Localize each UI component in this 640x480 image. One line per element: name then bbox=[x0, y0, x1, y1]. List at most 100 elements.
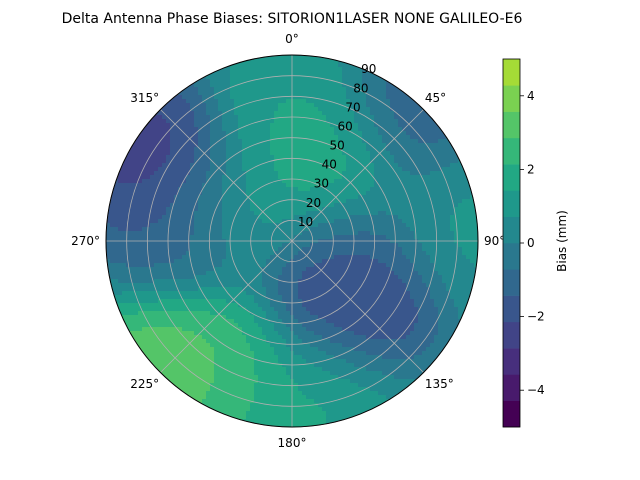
contour-cell bbox=[330, 251, 335, 256]
contour-cell bbox=[222, 275, 227, 280]
contour-cell bbox=[350, 75, 355, 80]
contour-cell bbox=[322, 211, 327, 216]
contour-cell bbox=[182, 271, 187, 276]
contour-cell bbox=[226, 139, 231, 144]
contour-cell bbox=[274, 203, 279, 208]
contour-cell bbox=[110, 283, 115, 288]
contour-cell bbox=[222, 143, 227, 148]
contour-cell bbox=[274, 115, 279, 120]
contour-cell bbox=[354, 139, 359, 144]
contour-cell bbox=[266, 155, 271, 160]
contour-cell bbox=[258, 87, 263, 92]
contour-cell bbox=[374, 183, 379, 188]
contour-cell bbox=[114, 267, 119, 272]
contour-cell bbox=[302, 127, 307, 132]
contour-cell bbox=[422, 243, 427, 248]
contour-cell bbox=[218, 191, 223, 196]
contour-cell bbox=[298, 107, 303, 112]
contour-cell bbox=[214, 227, 219, 232]
contour-cell bbox=[386, 271, 391, 276]
contour-cell bbox=[262, 175, 267, 180]
contour-cell bbox=[386, 135, 391, 140]
contour-cell bbox=[210, 107, 215, 112]
contour-cell bbox=[250, 167, 255, 172]
contour-cell bbox=[342, 179, 347, 184]
contour-cell bbox=[138, 187, 143, 192]
contour-cell bbox=[178, 183, 183, 188]
contour-cell bbox=[426, 291, 431, 296]
contour-cell bbox=[350, 135, 355, 140]
contour-cell bbox=[354, 103, 359, 108]
contour-cell bbox=[458, 267, 463, 272]
contour-cell bbox=[374, 215, 379, 220]
contour-cell bbox=[266, 95, 271, 100]
contour-cell bbox=[186, 267, 191, 272]
contour-cell bbox=[158, 247, 163, 252]
contour-cell bbox=[346, 135, 351, 140]
contour-cell bbox=[194, 227, 199, 232]
contour-cell bbox=[246, 291, 251, 296]
contour-cell bbox=[426, 231, 431, 236]
contour-cell bbox=[314, 147, 319, 152]
contour-cell bbox=[418, 211, 423, 216]
contour-cell bbox=[326, 67, 331, 72]
contour-cell bbox=[206, 255, 211, 260]
contour-cell bbox=[402, 87, 407, 92]
contour-cell bbox=[214, 203, 219, 208]
contour-cell bbox=[138, 303, 143, 308]
contour-cell bbox=[154, 247, 159, 252]
contour-cell bbox=[150, 155, 155, 160]
contour-cell bbox=[254, 283, 259, 288]
contour-cell bbox=[206, 187, 211, 192]
contour-cell bbox=[386, 279, 391, 284]
contour-cell bbox=[446, 191, 451, 196]
contour-cell bbox=[226, 143, 231, 148]
contour-cell bbox=[318, 67, 323, 72]
contour-cell bbox=[210, 75, 215, 80]
contour-cell bbox=[178, 211, 183, 216]
contour-cell bbox=[426, 151, 431, 156]
contour-cell bbox=[430, 195, 435, 200]
contour-cell bbox=[418, 259, 423, 264]
contour-cell bbox=[130, 147, 135, 152]
contour-cell bbox=[134, 279, 139, 284]
contour-cell bbox=[278, 211, 283, 216]
contour-cell bbox=[394, 195, 399, 200]
contour-cell bbox=[122, 275, 127, 280]
contour-cell bbox=[210, 195, 215, 200]
contour-cell bbox=[426, 267, 431, 272]
contour-cell bbox=[298, 123, 303, 128]
contour-cell bbox=[298, 203, 303, 208]
contour-cell bbox=[382, 179, 387, 184]
contour-cell bbox=[358, 107, 363, 112]
contour-cell bbox=[370, 195, 375, 200]
contour-cell bbox=[230, 83, 235, 88]
contour-cell bbox=[114, 223, 119, 228]
contour-cell bbox=[242, 271, 247, 276]
contour-cell bbox=[134, 151, 139, 156]
contour-cell bbox=[366, 243, 371, 248]
contour-cell bbox=[278, 175, 283, 180]
contour-cell bbox=[310, 115, 315, 120]
contour-cell bbox=[330, 219, 335, 224]
contour-cell bbox=[254, 271, 259, 276]
contour-cell bbox=[330, 151, 335, 156]
contour-cell bbox=[466, 255, 471, 260]
contour-cell bbox=[114, 279, 119, 284]
contour-cell bbox=[338, 67, 343, 72]
contour-cell bbox=[242, 223, 247, 228]
contour-cell bbox=[274, 287, 279, 292]
contour-cell bbox=[450, 163, 455, 168]
contour-cell bbox=[178, 139, 183, 144]
contour-cell bbox=[130, 303, 135, 308]
contour-cell bbox=[390, 167, 395, 172]
contour-cell bbox=[366, 75, 371, 80]
contour-cell bbox=[442, 259, 447, 264]
contour-cell bbox=[374, 159, 379, 164]
contour-cell bbox=[302, 167, 307, 172]
contour-cell bbox=[258, 179, 263, 184]
contour-cell bbox=[318, 191, 323, 196]
contour-cell bbox=[466, 187, 471, 192]
contour-cell bbox=[182, 219, 187, 224]
contour-cell bbox=[302, 195, 307, 200]
